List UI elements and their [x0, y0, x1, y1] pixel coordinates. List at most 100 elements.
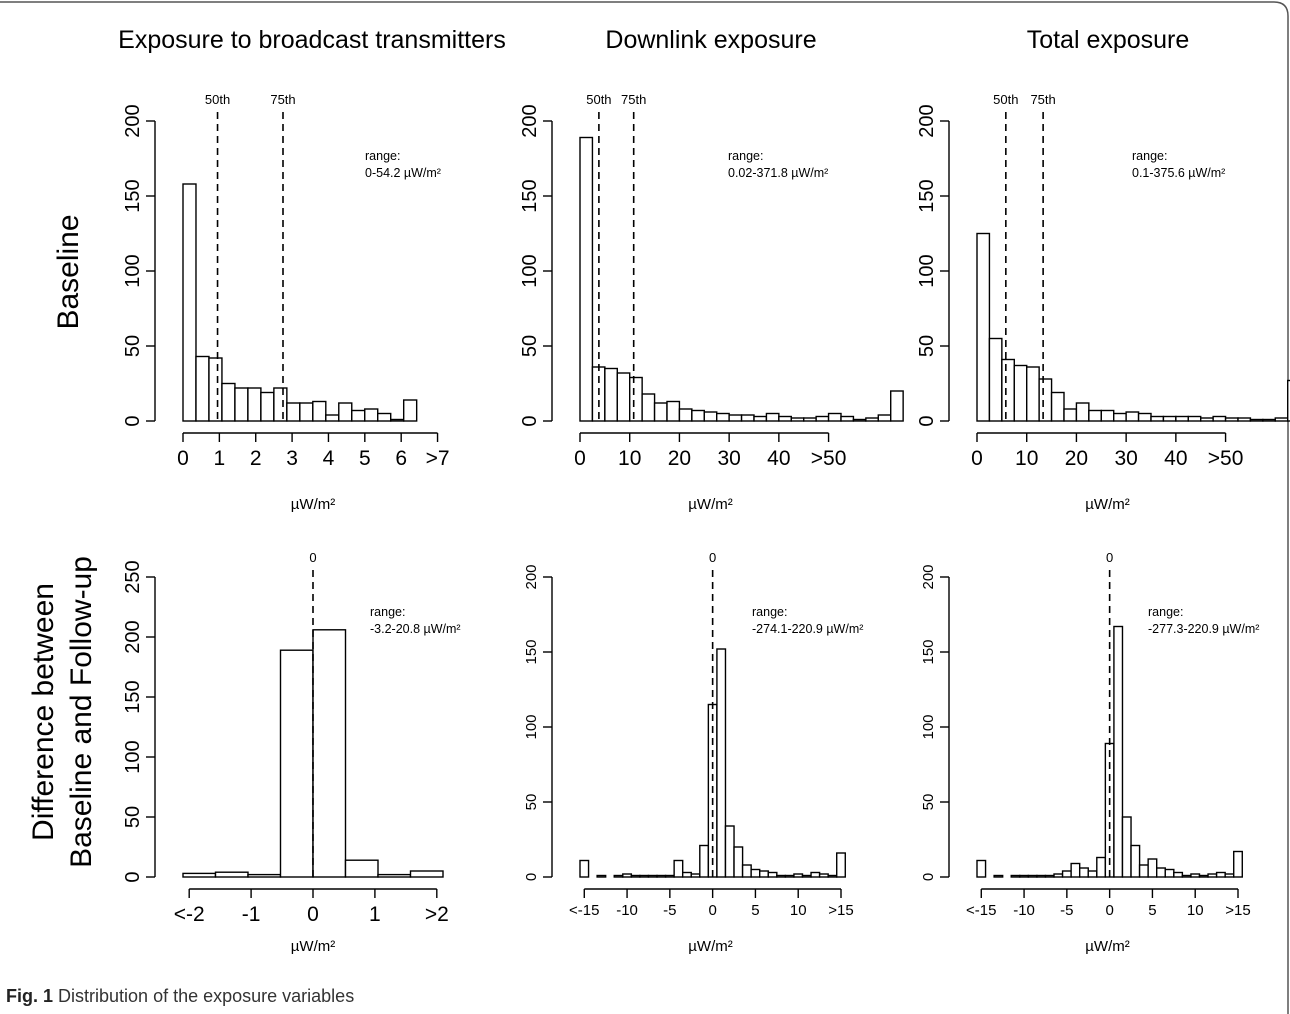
x-tick-label: 20 — [668, 447, 691, 470]
histogram-bar — [1027, 874, 1038, 878]
histogram-bar — [1044, 874, 1055, 878]
y-tick-label: 50 — [916, 335, 938, 357]
histogram-bar — [195, 355, 210, 422]
x-axis: 0 10 20 30 40 >50 — [574, 432, 847, 470]
histogram-bar — [286, 402, 301, 422]
histogram-bar — [390, 418, 405, 422]
range-value: 0.1-375.6 µW/m² — [1132, 166, 1225, 180]
y-tick-label: 200 — [519, 104, 541, 137]
x-tick-label: -1 — [242, 903, 261, 926]
y-tick-label: 200 — [122, 104, 144, 137]
range-label: range: — [728, 149, 763, 163]
histogram-bar — [409, 870, 444, 878]
x-tick-label: >50 — [811, 447, 847, 470]
x-tick-label: 10 — [1015, 447, 1038, 470]
histogram-bar — [691, 409, 705, 422]
histogram-bar — [988, 337, 1003, 422]
histogram-bar — [596, 874, 607, 878]
histogram-bar — [666, 400, 681, 422]
y-axis: 0 50 100 150 200 — [920, 564, 950, 881]
histogram-bar — [993, 874, 1004, 878]
histogram-bar — [1053, 873, 1064, 878]
reference-line-label: 75th — [1030, 92, 1055, 107]
x-axis-title: µW/m² — [688, 496, 732, 513]
histogram-bar — [1013, 364, 1028, 422]
y-tick-label: 100 — [122, 254, 144, 287]
histogram-bar — [312, 400, 327, 422]
reference-line-label: 75th — [270, 92, 295, 107]
range-label: range: — [365, 149, 400, 163]
histogram-bar — [681, 871, 692, 878]
histogram-bar — [1113, 412, 1127, 422]
x-axis-title: µW/m² — [291, 938, 335, 955]
histogram-bar — [208, 357, 223, 422]
histogram-bar — [1147, 858, 1158, 878]
histogram-bar — [1212, 415, 1227, 422]
range-value: 0-54.2 µW/m² — [365, 166, 441, 180]
histogram-bar — [778, 415, 792, 422]
histogram-bar — [827, 874, 838, 878]
y-tick-label: 150 — [122, 179, 144, 212]
y-axis: 0 50 100 150 200 — [122, 104, 156, 427]
histogram-bar — [1138, 864, 1149, 878]
y-tick-label: 200 — [122, 620, 144, 653]
x-tick-label: 5 — [1148, 902, 1156, 919]
x-tick-label: 0 — [971, 447, 983, 470]
histogram-bar — [402, 399, 418, 422]
histogram-bar — [827, 412, 842, 422]
x-tick-label: -5 — [663, 902, 676, 919]
y-tick-label: 250 — [122, 560, 144, 593]
histogram-panel-1: 0 50 100 150 200 0 1 2 3 4 5 6 >7 µW/m² 50th 75th range:… — [122, 92, 450, 513]
y-tick-label: 100 — [523, 714, 540, 739]
x-tick-label: 20 — [1065, 447, 1088, 470]
histogram-bar — [699, 844, 710, 878]
histogram-bar — [890, 390, 904, 422]
caption-label: Fig. 1 — [6, 986, 54, 1006]
histogram-bar — [793, 873, 804, 878]
histogram-bar — [377, 412, 392, 422]
histogram-bar — [1063, 408, 1078, 422]
histogram-bar — [299, 402, 314, 422]
x-axis: <-15 -10 -5 0 5 10 >15 — [966, 888, 1251, 919]
y-tick-label: 150 — [523, 639, 540, 664]
histogram-bar — [976, 859, 987, 878]
histogram-bar — [1096, 856, 1107, 878]
x-tick-label: <-2 — [174, 903, 205, 926]
histogram-bar — [1162, 415, 1177, 422]
histogram-bar — [221, 382, 236, 422]
y-tick-label: 150 — [920, 639, 937, 664]
histogram-bar — [1125, 411, 1140, 422]
y-tick-label: 200 — [523, 564, 540, 589]
y-tick-label: 100 — [920, 714, 937, 739]
histogram-panel-6: 0 50 100 150 200 <-15 -10 -5 0 5 10 >15 µW/m² 0 range:… — [920, 550, 1259, 955]
x-tick-label: 40 — [1164, 447, 1187, 470]
x-tick-label: 10 — [1187, 902, 1204, 919]
histogram-bar — [1156, 867, 1166, 878]
histogram-bar — [613, 874, 624, 878]
histogram-bar — [260, 391, 275, 422]
histogram-bar — [1200, 417, 1214, 422]
histogram-bar — [836, 852, 846, 878]
x-tick-label: 4 — [323, 447, 335, 470]
histogram-bar — [728, 414, 743, 422]
x-tick-label: 1 — [369, 903, 381, 926]
range-label: range: — [1148, 605, 1183, 619]
reference-line-label: 75th — [621, 92, 646, 107]
histogram-bar — [664, 874, 675, 878]
histogram-bar — [840, 415, 855, 422]
histogram-bar — [325, 414, 340, 422]
range-value: -277.3-220.9 µW/m² — [1148, 622, 1259, 636]
histogram-bar — [1274, 417, 1289, 422]
histogram-bar — [1113, 625, 1124, 878]
y-tick-label: 150 — [916, 179, 938, 212]
caption-text: Distribution of the exposure variables — [58, 986, 355, 1006]
histogram-bar — [1038, 378, 1053, 422]
range-label: range: — [1132, 149, 1167, 163]
x-axis: <-15 -10 -5 0 5 10 >15 — [569, 888, 854, 919]
histogram-bar — [716, 412, 730, 422]
reference-line-label: 50th — [993, 92, 1018, 107]
histogram-bar — [1088, 409, 1102, 422]
histogram-bar — [1001, 358, 1015, 422]
y-tick-label: 150 — [122, 680, 144, 713]
